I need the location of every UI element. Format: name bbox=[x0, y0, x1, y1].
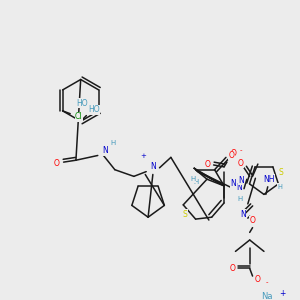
Text: O: O bbox=[254, 275, 260, 284]
Text: N: N bbox=[238, 176, 244, 184]
Text: HO: HO bbox=[88, 105, 100, 114]
Text: H: H bbox=[190, 176, 195, 182]
Text: +: + bbox=[279, 289, 285, 298]
Text: H: H bbox=[278, 184, 283, 190]
Text: Cl: Cl bbox=[75, 112, 82, 121]
Text: H: H bbox=[238, 196, 243, 202]
Text: O: O bbox=[237, 159, 243, 168]
Text: O: O bbox=[230, 264, 236, 273]
Text: +: + bbox=[140, 153, 146, 159]
Text: N: N bbox=[103, 146, 108, 155]
Text: N: N bbox=[150, 162, 156, 171]
Text: NH: NH bbox=[263, 175, 274, 184]
Text: Na: Na bbox=[261, 292, 272, 300]
Text: O: O bbox=[229, 151, 235, 160]
Text: HO: HO bbox=[76, 99, 88, 108]
Text: H: H bbox=[110, 140, 116, 146]
Text: S: S bbox=[278, 168, 283, 177]
Text: N: N bbox=[231, 179, 236, 188]
Text: H: H bbox=[193, 179, 198, 185]
Text: O: O bbox=[231, 149, 236, 158]
Text: O: O bbox=[54, 159, 60, 168]
Text: N: N bbox=[236, 183, 242, 192]
Text: N: N bbox=[240, 210, 246, 219]
Text: O: O bbox=[205, 160, 211, 169]
Text: S: S bbox=[183, 210, 188, 219]
Text: O: O bbox=[250, 217, 256, 226]
Polygon shape bbox=[194, 168, 224, 186]
Text: -: - bbox=[266, 279, 268, 285]
Text: -: - bbox=[240, 147, 242, 153]
